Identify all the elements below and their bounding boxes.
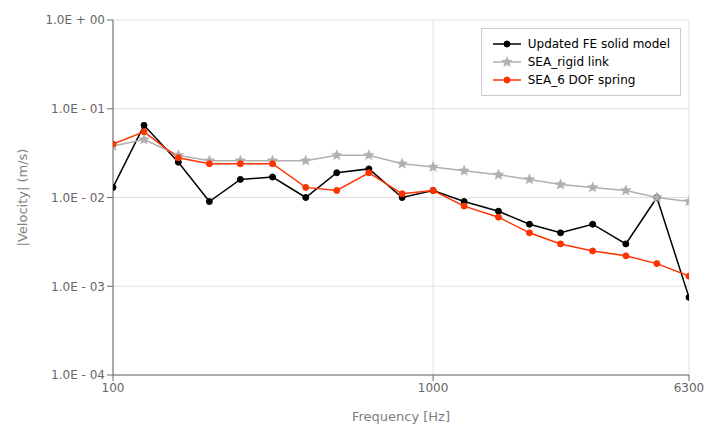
svg-text:1.0E - 03: 1.0E - 03 bbox=[51, 280, 105, 294]
svg-text:1.0E - 02: 1.0E - 02 bbox=[51, 191, 105, 205]
html-text:SEA_rigid link: SEA_rigid link bbox=[527, 55, 609, 69]
svg-text:100: 100 bbox=[102, 381, 125, 395]
html-text:SEA_6 DOF spring: SEA_6 DOF spring bbox=[527, 73, 636, 87]
svg-text:1.0E - 01: 1.0E - 01 bbox=[51, 102, 105, 116]
svg-text:1.0E - 04: 1.0E - 04 bbox=[51, 368, 105, 382]
svg-text:1000: 1000 bbox=[418, 381, 449, 395]
svg-text:6300: 6300 bbox=[674, 381, 705, 395]
svg-text:|Velocity| (m/s): |Velocity| (m/s) bbox=[15, 149, 30, 247]
svg-text:Frequency [Hz]: Frequency [Hz] bbox=[352, 409, 450, 424]
html-text:Updated FE solid model: Updated FE solid model bbox=[527, 37, 670, 51]
svg-text:1.0E + 00: 1.0E + 00 bbox=[45, 13, 105, 27]
